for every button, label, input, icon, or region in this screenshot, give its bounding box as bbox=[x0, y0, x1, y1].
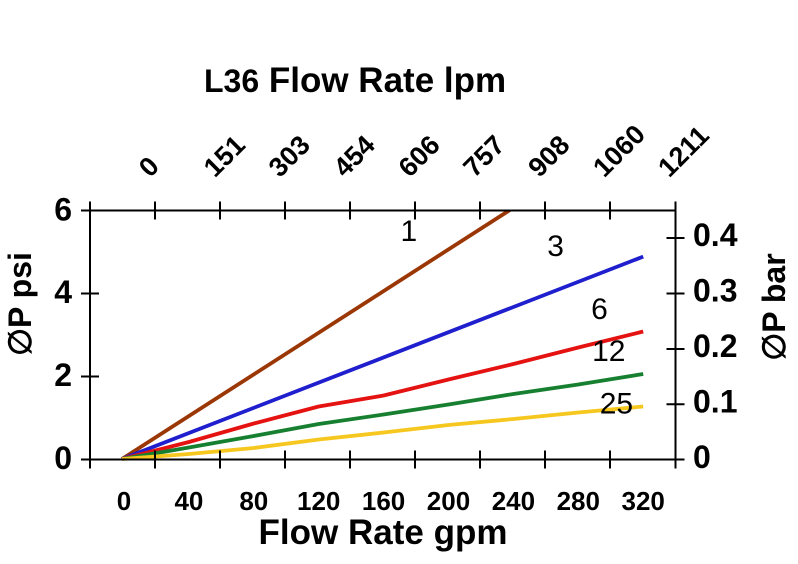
svg-text:3: 3 bbox=[547, 230, 564, 263]
svg-text:0: 0 bbox=[54, 440, 72, 476]
svg-text:12: 12 bbox=[592, 335, 625, 368]
svg-text:L36 Flow Rate lpm: L36 Flow Rate lpm bbox=[204, 61, 506, 100]
svg-text:0.3: 0.3 bbox=[693, 272, 737, 308]
svg-text:Flow Rate gpm: Flow Rate gpm bbox=[259, 513, 508, 552]
svg-text:6: 6 bbox=[54, 191, 72, 227]
svg-text:40: 40 bbox=[174, 486, 203, 516]
svg-text:280: 280 bbox=[557, 486, 600, 516]
svg-text:200: 200 bbox=[427, 486, 470, 516]
svg-text:0: 0 bbox=[117, 486, 131, 516]
svg-text:0.4: 0.4 bbox=[693, 217, 738, 253]
svg-text:1: 1 bbox=[400, 215, 417, 248]
svg-text:0.2: 0.2 bbox=[693, 328, 737, 364]
svg-text:25: 25 bbox=[600, 388, 633, 421]
svg-text:∅P psi: ∅P psi bbox=[2, 252, 38, 356]
svg-text:0: 0 bbox=[693, 439, 711, 475]
svg-text:80: 80 bbox=[239, 486, 268, 516]
svg-text:320: 320 bbox=[622, 486, 665, 516]
svg-text:120: 120 bbox=[297, 486, 340, 516]
svg-text:∅P bar: ∅P bar bbox=[756, 253, 792, 360]
svg-text:0.1: 0.1 bbox=[693, 383, 737, 419]
svg-text:4: 4 bbox=[54, 274, 72, 310]
svg-text:6: 6 bbox=[591, 293, 608, 326]
svg-text:2: 2 bbox=[54, 357, 72, 393]
svg-text:160: 160 bbox=[362, 486, 405, 516]
svg-text:240: 240 bbox=[492, 486, 535, 516]
